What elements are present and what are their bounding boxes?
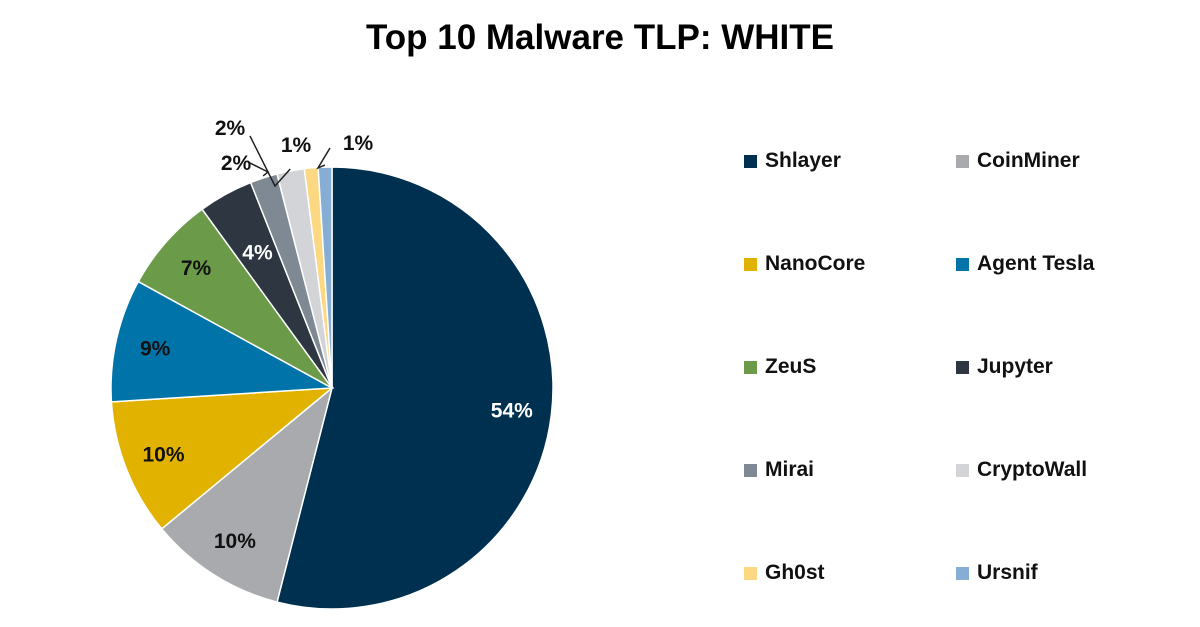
legend-label: Agent Tesla (977, 252, 1095, 275)
legend-item: Agent Tesla (956, 252, 1094, 276)
pie-slice-shlayer (276, 166, 554, 610)
legend-swatch (744, 463, 757, 477)
legend-swatch (744, 257, 757, 271)
legend-label: CoinMiner (977, 149, 1080, 172)
legend-swatch (744, 154, 757, 168)
legend-swatch (956, 257, 969, 271)
legend-swatch (956, 360, 969, 374)
legend-label: NanoCore (765, 252, 866, 275)
legend-item: Ursnif (956, 561, 1038, 585)
data-label: 10% (142, 444, 184, 467)
legend-swatch (744, 566, 757, 580)
data-label: 10% (214, 530, 256, 553)
legend-item: Mirai (744, 458, 814, 482)
leader-line (316, 147, 331, 170)
chart-title: Top 10 Malware TLP: WHITE (365, 18, 834, 57)
legend-item: CryptoWall (956, 458, 1087, 482)
data-label: 1% (281, 134, 312, 157)
pie-slice-agent-tesla (110, 280, 335, 403)
leader-line (249, 135, 291, 188)
legend-item: CoinMiner (956, 149, 1080, 173)
legend-label: ZeuS (765, 355, 817, 378)
pie-slice-nanocore (110, 387, 335, 530)
pie-slice-coinminer (160, 385, 334, 603)
legend-item: NanoCore (744, 252, 865, 276)
legend-item: Shlayer (744, 149, 841, 173)
legend-swatch (956, 463, 969, 477)
data-label: 54% (491, 400, 533, 423)
data-label: 4% (242, 241, 273, 264)
legend-swatch (956, 154, 969, 168)
legend-label: CryptoWall (977, 458, 1088, 481)
legend-item: Gh0st (744, 561, 825, 585)
legend-label: Gh0st (765, 561, 825, 584)
data-label: 7% (181, 257, 212, 280)
legend-item: Jupyter (956, 355, 1053, 379)
data-label: 1% (343, 132, 374, 155)
legend-swatch (956, 566, 969, 580)
legend-swatch (744, 360, 757, 374)
legend-item: ZeuS (744, 355, 816, 379)
data-label: 9% (140, 337, 171, 360)
legend-label: Jupyter (977, 355, 1053, 378)
data-label: 2% (221, 152, 252, 175)
legend-label: Shlayer (765, 149, 841, 172)
legend-label: Mirai (765, 458, 815, 481)
legend-label: Ursnif (977, 561, 1038, 584)
data-label: 2% (215, 117, 246, 140)
